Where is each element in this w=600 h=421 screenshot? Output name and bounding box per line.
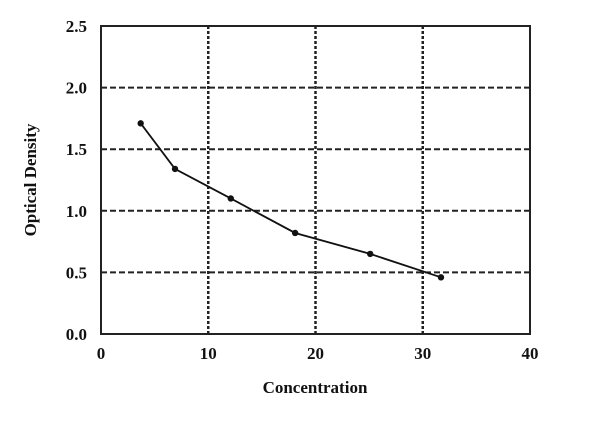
x-axis-label: Concentration (263, 378, 368, 397)
data-point (227, 195, 234, 202)
x-tick-label: 0 (97, 344, 106, 363)
series (137, 120, 445, 281)
x-tick-label: 30 (414, 344, 431, 363)
x-tick-label: 20 (307, 344, 324, 363)
series-line (139, 122, 442, 279)
y-axis-label: Optical Density (21, 123, 40, 236)
data-point (366, 250, 374, 258)
x-tick-label: 10 (200, 344, 217, 363)
y-tick-label: 1.0 (66, 202, 87, 221)
data-point (437, 274, 445, 281)
y-tick-label: 2.0 (66, 79, 87, 98)
y-tick-label: 2.5 (66, 17, 87, 36)
x-tick-labels: 0 10 20 30 40 (97, 344, 539, 363)
x-tick-label: 40 (522, 344, 539, 363)
y-tick-label: 0.0 (66, 325, 87, 344)
y-tick-label: 1.5 (66, 140, 87, 159)
data-point (291, 229, 299, 237)
grid (101, 26, 530, 334)
y-tick-label: 0.5 (66, 263, 87, 282)
plot-frame (100, 25, 531, 335)
data-point (137, 120, 144, 127)
y-tick-labels: 0.0 0.5 1.0 1.5 2.0 2.5 (66, 17, 87, 344)
data-point (171, 165, 179, 173)
